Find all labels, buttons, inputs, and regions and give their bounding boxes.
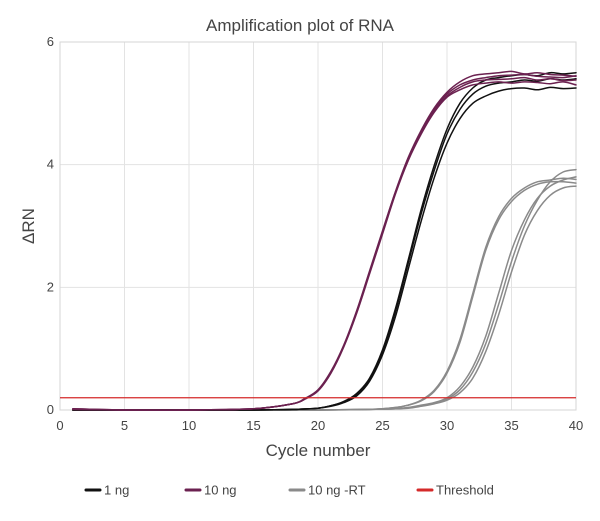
x-axis-title: Cycle number: [266, 441, 371, 460]
x-tick-label: 25: [375, 418, 389, 433]
x-tick-label: 5: [121, 418, 128, 433]
legend-item: 1 ng: [84, 483, 129, 498]
chart-title: Amplification plot of RNA: [206, 16, 395, 35]
x-tick-label: 0: [56, 418, 63, 433]
y-axis-title: ΔRN: [19, 208, 38, 244]
legend-label: Threshold: [436, 483, 494, 498]
legend-label: 1 ng: [104, 483, 129, 498]
grid: [60, 42, 576, 410]
legend: 1 ng 10 ng 10 ng -RT Threshold: [84, 483, 494, 498]
x-tick-label: 15: [246, 418, 260, 433]
series-line-1-ng: [72, 86, 577, 411]
legend-item: 10 ng -RT: [288, 483, 366, 498]
x-ticks: 0 5 10 15 20 25 30 35 40: [56, 418, 583, 433]
x-tick-label: 20: [311, 418, 325, 433]
x-tick-label: 35: [504, 418, 518, 433]
y-tick-label: 4: [47, 157, 54, 172]
legend-item: Threshold: [416, 483, 494, 498]
legend-label: 10 ng: [204, 483, 237, 498]
y-tick-label: 0: [47, 402, 54, 417]
x-tick-label: 30: [440, 418, 454, 433]
series-line-1-ng: [72, 71, 577, 411]
y-ticks: 0 2 4 6: [47, 34, 54, 417]
series-line-10-ng--rt: [72, 168, 577, 411]
x-tick-label: 40: [569, 418, 583, 433]
series-line-1-ng: [72, 78, 577, 411]
series-line-10-ng: [72, 81, 577, 411]
series-layer: [72, 70, 577, 411]
legend-item: 10 ng: [184, 483, 237, 498]
series-line-10-ng--rt: [72, 177, 577, 411]
x-tick-label: 10: [182, 418, 196, 433]
y-tick-label: 2: [47, 279, 54, 294]
legend-label: 10 ng -RT: [308, 483, 366, 498]
series-line-10-ng: [72, 76, 577, 411]
y-tick-label: 6: [47, 34, 54, 49]
series-line-10-ng: [72, 70, 577, 411]
series-line-10-ng: [72, 73, 577, 411]
